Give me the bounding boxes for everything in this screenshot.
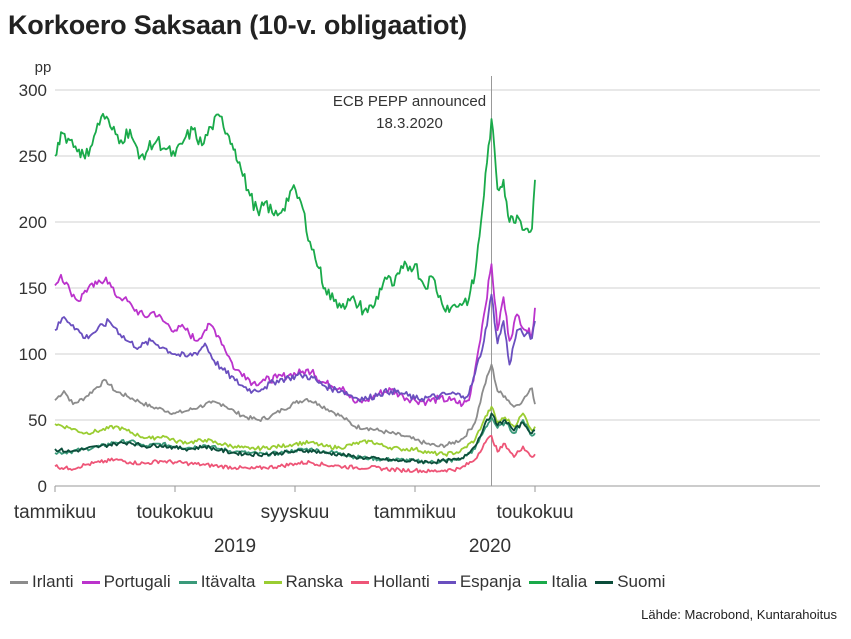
grid-lines <box>55 89 820 421</box>
annotation-date: 18.3.2020 <box>376 115 443 132</box>
x-axis: tammikuu toukokuu syyskuu tammikuu toukokuu2… <box>14 485 820 557</box>
legend-item: Portugali <box>81 572 171 592</box>
legend-swatch <box>10 580 28 584</box>
series-line <box>54 263 536 408</box>
legend-label: Suomi <box>617 572 666 591</box>
chart-title: Korkoero Saksaan (10-v. obligaatiot) <box>8 10 467 40</box>
x-tick-label: toukokuu <box>136 502 213 523</box>
legend-item: Itävalta <box>178 572 256 592</box>
y-tick-label: 300 <box>19 81 47 100</box>
legend-item: Hollanti <box>351 572 430 592</box>
legend-swatch <box>529 580 548 584</box>
series-line <box>54 412 536 465</box>
y-tick-label: 50 <box>28 411 47 430</box>
y-tick-label: 250 <box>19 147 47 166</box>
legend-swatch <box>595 580 614 584</box>
series-line <box>54 363 536 449</box>
year-label: 2020 <box>469 536 511 557</box>
legend-item: Espanja <box>437 572 522 592</box>
legend-swatch <box>81 580 100 584</box>
legend: Irlanti Portugali Itävalta Ranska Hollanti Es… <box>10 572 665 592</box>
legend-item: Italia <box>529 572 587 592</box>
series-lines <box>54 112 536 474</box>
legend-label: Espanja <box>459 572 522 591</box>
x-tick-label: toukokuu <box>496 502 573 523</box>
legend-item: Ranska <box>263 572 344 592</box>
y-tick-label: 0 <box>38 477 47 496</box>
series-line <box>54 293 536 403</box>
legend-swatch <box>263 580 282 584</box>
legend-label: Irlanti <box>32 572 74 591</box>
legend-item: Suomi <box>595 572 665 592</box>
y-tick-label: 200 <box>19 213 47 232</box>
y-tick-label: 100 <box>19 345 47 364</box>
x-tick-label: tammikuu <box>374 502 456 523</box>
annotation: ECB PEPP announced 18.3.2020 <box>333 76 492 486</box>
x-tick-label: syyskuu <box>261 502 330 523</box>
y-tick-label: 150 <box>19 279 47 298</box>
legend-label: Ranska <box>285 572 344 591</box>
y-axis: 0 50 100 150 200 250 300 pp <box>19 59 52 496</box>
y-axis-unit: pp <box>35 59 52 76</box>
annotation-text: ECB PEPP announced <box>333 93 486 110</box>
legend-swatch <box>178 580 197 584</box>
legend-swatch <box>351 580 370 584</box>
chart-canvas: 0 50 100 150 200 250 300 pp tammikuu toukokuu syy… <box>14 59 820 557</box>
legend-label: Portugali <box>103 572 171 591</box>
series-line <box>54 434 536 474</box>
x-tick-label: tammikuu <box>14 502 96 523</box>
series-line <box>54 416 536 465</box>
year-label: 2019 <box>214 536 256 557</box>
source-note: Lähde: Macrobond, Kuntarahoitus <box>641 607 837 622</box>
legend-label: Itävalta <box>200 572 256 591</box>
series-line <box>54 405 536 457</box>
legend-swatch <box>437 580 456 584</box>
legend-label: Italia <box>551 572 588 591</box>
legend-label: Hollanti <box>373 572 430 591</box>
series-line <box>54 112 536 316</box>
legend-item: Irlanti <box>10 572 74 592</box>
